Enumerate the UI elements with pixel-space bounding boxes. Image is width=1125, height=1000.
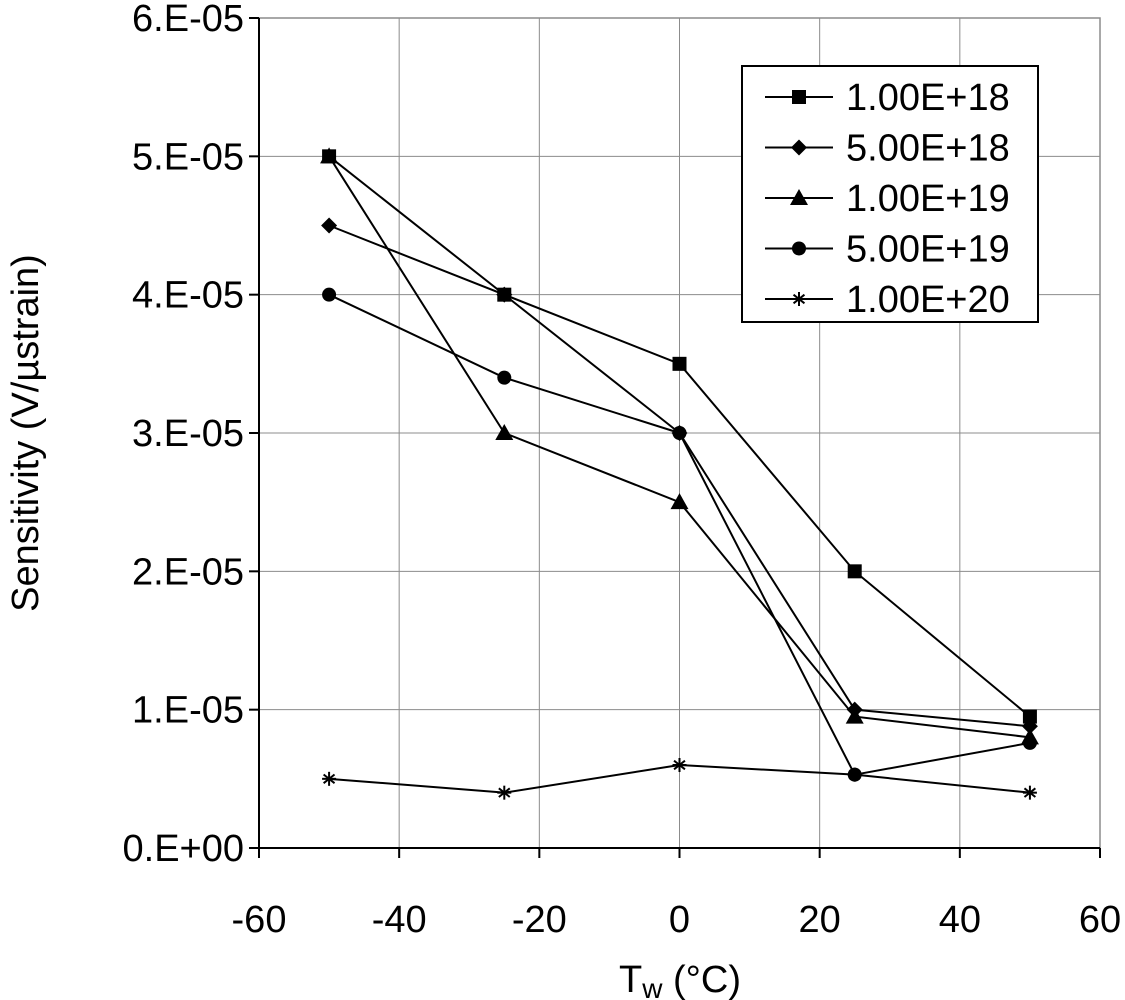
- data-point: [1021, 718, 1038, 735]
- series: [320, 147, 1039, 800]
- data-point: [672, 758, 687, 772]
- y-tick-label: 3.E-05: [132, 413, 244, 455]
- x-tick-label: -20: [512, 899, 567, 941]
- legend-marker: [791, 139, 807, 156]
- y-tick-label: 4.E-05: [132, 275, 244, 317]
- legend-box: [741, 65, 1039, 323]
- tick-labels: 0.E+00 1.E-05 2.E-05 3.E-05 4.E-05 5.E-05 6.E-…: [123, 0, 1122, 941]
- legend-label: 1.00E+18: [846, 77, 1010, 119]
- data-point: [1022, 785, 1037, 800]
- data-point: [670, 493, 689, 510]
- legend-item: 1.00E+18: [765, 77, 1010, 119]
- data-point: [1022, 735, 1037, 750]
- x-tick-label: -40: [372, 899, 427, 941]
- data-point: [1022, 709, 1037, 724]
- data-point: [322, 771, 337, 786]
- x-tick-label: 0: [669, 899, 690, 941]
- data-point: [497, 785, 512, 800]
- legend-item: 1.00E+19: [765, 178, 1010, 220]
- legend-label: 1.00E+19: [846, 178, 1010, 220]
- data-point: [496, 286, 513, 303]
- data-point: [495, 424, 514, 440]
- data-point: [321, 217, 338, 234]
- x-tick-label: 40: [939, 899, 981, 941]
- legend-label: 5.00E+18: [846, 128, 1010, 170]
- x-tick-label: 60: [1079, 899, 1121, 941]
- legend-item: 1.00E+20: [765, 279, 1010, 321]
- legend-label: 1.00E+20: [846, 279, 1010, 321]
- legend-label: 5.00E+19: [846, 229, 1010, 271]
- y-tick-label: 6.E-05: [132, 0, 244, 40]
- x-axis-title-main: T: [619, 959, 642, 1000]
- legend-marker: [792, 90, 806, 104]
- legend-marker: [792, 292, 806, 306]
- axes: [249, 17, 1101, 858]
- data-point: [497, 370, 512, 385]
- data-point: [672, 426, 687, 440]
- data-point: [845, 707, 864, 724]
- data-point: [847, 767, 862, 782]
- data-point: [847, 564, 862, 579]
- series-1.00E+20: [322, 758, 1037, 800]
- y-axis-title: Sensitivity (V/µstrain): [5, 254, 47, 612]
- x-tick-label: -60: [232, 899, 287, 941]
- x-axis-title-subscript: w: [641, 973, 663, 1000]
- y-tick-label: 2.E-05: [132, 551, 244, 593]
- x-tick-label: 20: [799, 899, 841, 941]
- legend-item: 5.00E+19: [765, 229, 1010, 271]
- legend-marker: [792, 241, 806, 256]
- data-point: [672, 356, 687, 371]
- legend-marker: [790, 189, 808, 205]
- y-tick-label: 1.E-05: [132, 690, 244, 732]
- data-point: [320, 147, 339, 164]
- data-point: [322, 287, 337, 302]
- y-tick-label: 5.E-05: [132, 136, 244, 178]
- y-tick-label: 0.E+00: [123, 828, 245, 870]
- x-axis-title: Tw (°C): [619, 959, 741, 1000]
- x-axis-title-unit: (°C): [662, 959, 741, 1000]
- legend: 1.00E+18 5.00E+18 1.00E+19 5.00E+19 1.00E+20: [741, 65, 1039, 323]
- legend-item: 5.00E+18: [765, 128, 1010, 170]
